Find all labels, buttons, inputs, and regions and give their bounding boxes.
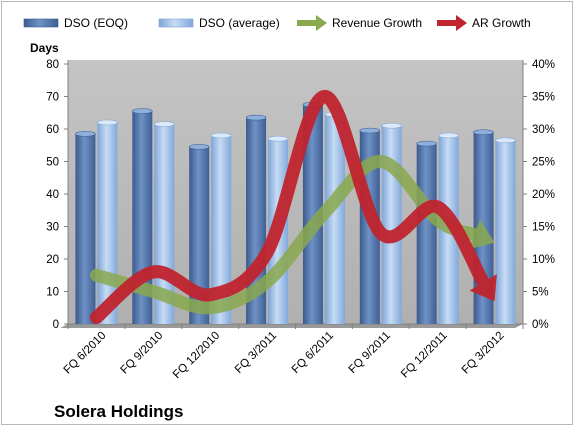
legend-label: Revenue Growth bbox=[332, 16, 422, 30]
y2-tick-label: 10% bbox=[532, 254, 555, 266]
y-tick-label: 20 bbox=[46, 254, 59, 266]
y-tick-label: 40 bbox=[46, 189, 59, 201]
legend-label: DSO (EOQ) bbox=[64, 16, 128, 30]
legend: DSO (EOQ) DSO (average) Revenue Growth AR G… bbox=[23, 15, 531, 31]
legend-label: DSO (average) bbox=[199, 16, 280, 30]
y2-tick-label: 5% bbox=[532, 287, 549, 299]
y-tick-label: 60 bbox=[46, 124, 59, 136]
x-tick-label: FQ 12/2010 bbox=[171, 330, 222, 381]
x-tick-label: FQ 6/2011 bbox=[290, 330, 336, 376]
bar-dso-eoq bbox=[188, 144, 210, 324]
y-tick-label: 80 bbox=[46, 59, 59, 71]
legend-label: AR Growth bbox=[472, 16, 531, 30]
ar-growth-arrow bbox=[89, 90, 497, 324]
y-axis-title: Days bbox=[30, 41, 59, 55]
legend-swatch bbox=[158, 18, 194, 28]
y2-tick-label: 30% bbox=[532, 124, 555, 136]
bar-dso-eoq bbox=[416, 140, 437, 324]
y2-tick-label: 35% bbox=[532, 92, 555, 104]
x-tick-label: FQ 9/2010 bbox=[119, 330, 166, 377]
legend-swatch bbox=[23, 18, 59, 28]
legend-item-dso-average: DSO (average) bbox=[158, 16, 280, 30]
y-tick-label: 50 bbox=[46, 157, 59, 169]
legend-swatch-head bbox=[456, 15, 467, 31]
legend-item-revenue-growth: Revenue Growth bbox=[297, 15, 422, 31]
bar-dso-average bbox=[381, 122, 403, 324]
y-tick-label: 30 bbox=[46, 222, 59, 234]
x-tick-label: FQ 3/2011 bbox=[233, 330, 279, 376]
y2-tick-label: 25% bbox=[532, 157, 555, 169]
y-tick-label: 10 bbox=[46, 287, 59, 299]
x-tick-label: FQ 12/2011 bbox=[399, 330, 450, 381]
chart-title: Solera Holdings bbox=[54, 402, 183, 421]
y2-tick-label: 15% bbox=[532, 222, 555, 234]
x-tick-label: FQ 6/2010 bbox=[62, 330, 109, 377]
bar-dso-average bbox=[210, 132, 232, 324]
plot-area: 0 10 20 30 40 50 60 70 80 0% 5% 10% 15% 20% 25% 30% 35% 4… bbox=[46, 59, 555, 381]
bar-dso-average bbox=[495, 137, 516, 324]
y2-tick-label: 0% bbox=[532, 319, 549, 331]
y-tick-label: 0 bbox=[53, 319, 59, 331]
legend-swatch-head bbox=[316, 15, 327, 31]
y-tick-label: 70 bbox=[46, 92, 59, 104]
x-tick-label: FQ 3/2012 bbox=[460, 330, 507, 377]
bar-dso-eoq bbox=[75, 131, 96, 324]
y2-tick-label: 20% bbox=[532, 189, 555, 201]
legend-item-dso-eoq: DSO (EOQ) bbox=[23, 16, 128, 30]
legend-item-ar-growth: AR Growth bbox=[437, 15, 531, 31]
plot-floor bbox=[60, 324, 523, 328]
y2-tick-label: 40% bbox=[532, 59, 555, 71]
x-tick-label: FQ 9/2011 bbox=[347, 330, 393, 376]
